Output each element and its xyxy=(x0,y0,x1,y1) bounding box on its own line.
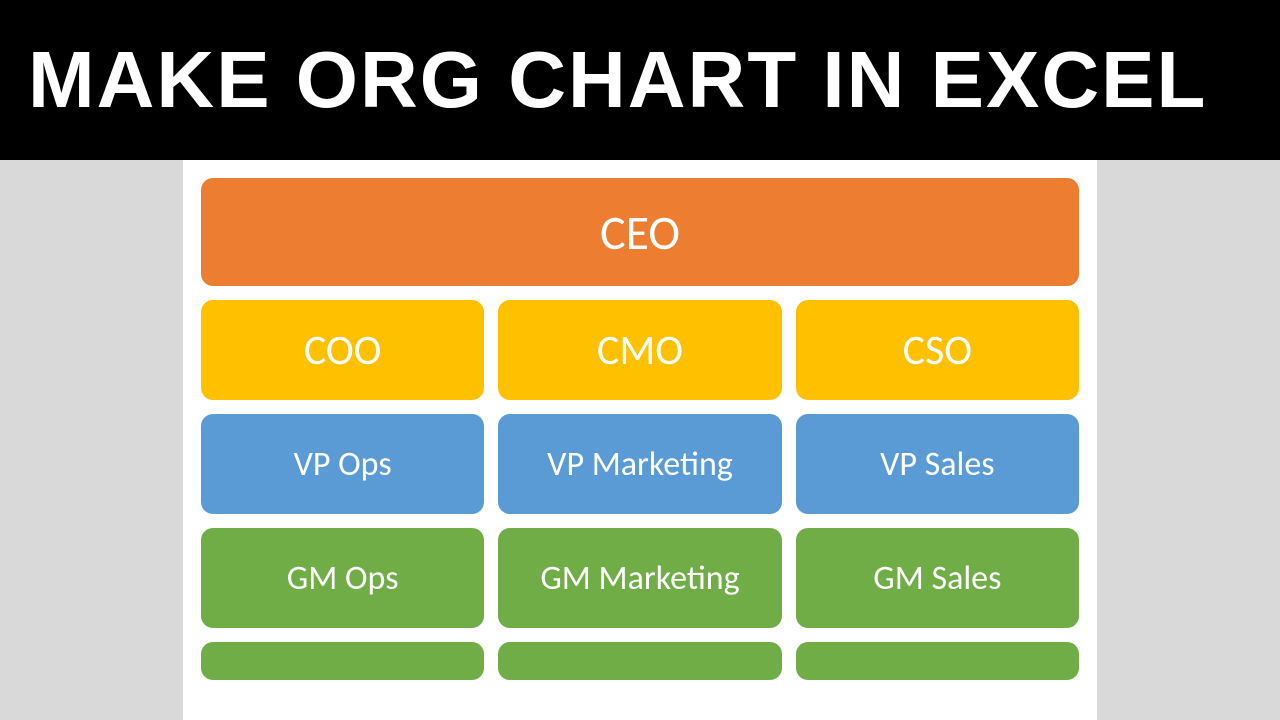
org-node-vp-marketing: VP Marketing xyxy=(498,414,781,514)
org-node-cso: CSO xyxy=(796,300,1079,400)
org-node-label: VP Sales xyxy=(880,444,994,485)
page-title: MAKE ORG CHART IN EXCEL xyxy=(28,34,1207,126)
org-row-csuite: COO CMO CSO xyxy=(201,300,1079,400)
org-node-label: GM Sales xyxy=(873,558,1001,599)
org-node-gm-marketing: GM Marketing xyxy=(498,528,781,628)
org-chart-panel: CEO COO CMO CSO VP Ops VP Marketing VP S… xyxy=(183,160,1097,720)
org-row-gm: GM Ops GM Marketing GM Sales xyxy=(201,528,1079,628)
org-row-ceo: CEO xyxy=(201,178,1079,286)
org-node-label: GM Ops xyxy=(287,558,399,599)
org-node-label: VP Ops xyxy=(294,444,392,485)
org-node-label: CSO xyxy=(903,325,973,376)
org-node-label: VP Marketing xyxy=(547,444,733,485)
title-bar: MAKE ORG CHART IN EXCEL xyxy=(0,0,1280,160)
org-node-gm-ops: GM Ops xyxy=(201,528,484,628)
org-node-label: GM Marketing xyxy=(540,558,739,599)
org-node-vp-sales: VP Sales xyxy=(796,414,1079,514)
org-node-coo: COO xyxy=(201,300,484,400)
org-node-stub xyxy=(796,642,1079,680)
org-node-stub xyxy=(201,642,484,680)
org-node-ceo: CEO xyxy=(201,178,1079,286)
org-node-gm-sales: GM Sales xyxy=(796,528,1079,628)
org-row-vp: VP Ops VP Marketing VP Sales xyxy=(201,414,1079,514)
org-node-cmo: CMO xyxy=(498,300,781,400)
org-node-label: CMO xyxy=(597,325,683,376)
org-node-vp-ops: VP Ops xyxy=(201,414,484,514)
org-row-stub xyxy=(201,642,1079,680)
org-node-label: COO xyxy=(304,325,382,376)
org-node-stub xyxy=(498,642,781,680)
org-node-label: CEO xyxy=(600,203,680,262)
